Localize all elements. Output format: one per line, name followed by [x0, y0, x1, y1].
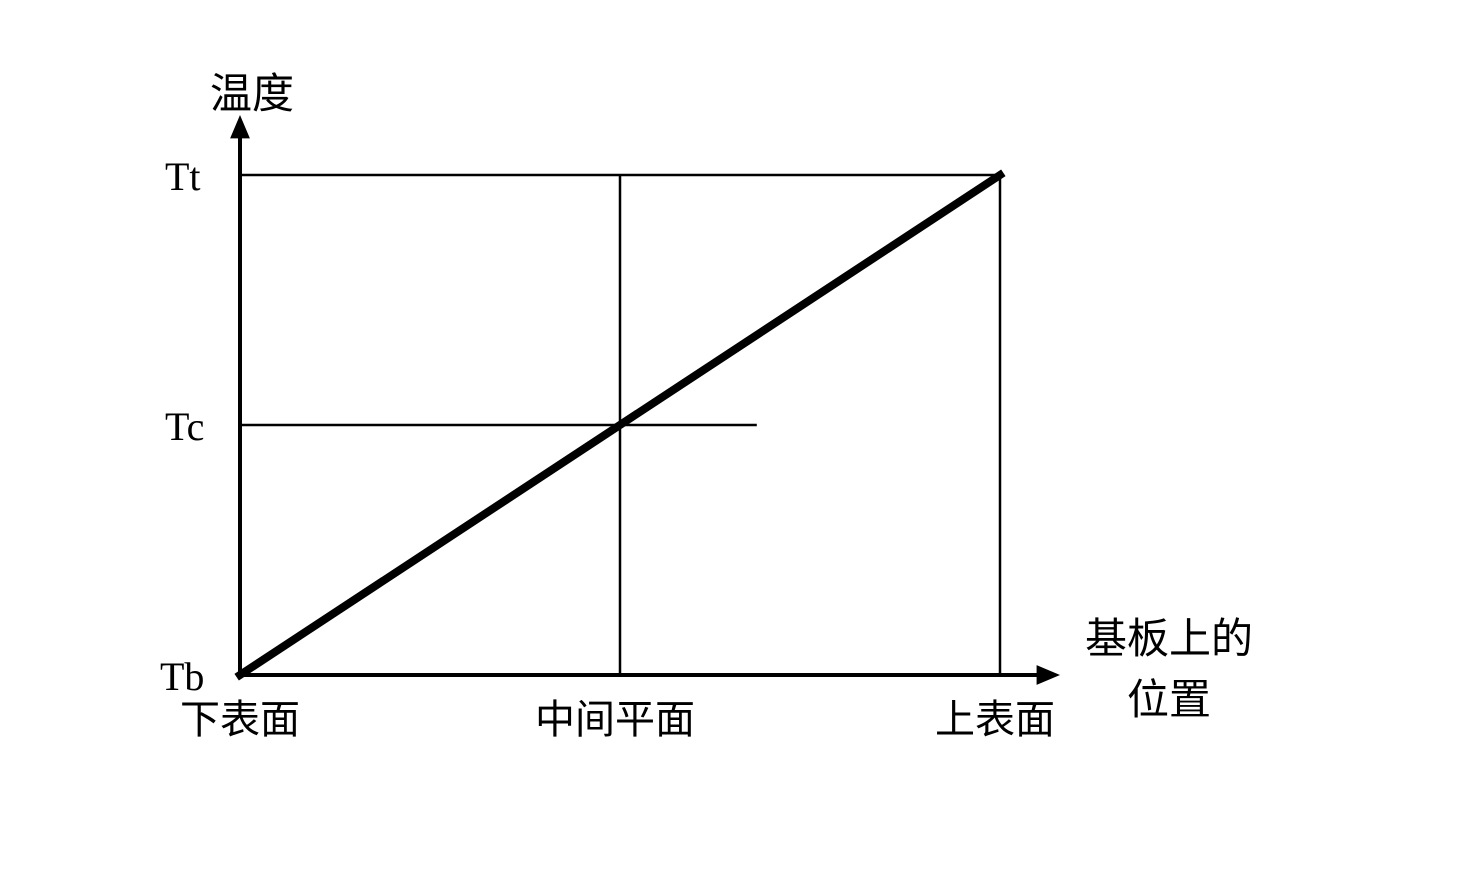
x-tick-bottom-surface: 下表面: [180, 687, 300, 745]
y-tick-tc: Tc: [165, 403, 204, 450]
y-axis-title: 温度: [210, 60, 294, 121]
x-tick-top-surface: 上表面: [935, 687, 1055, 745]
x-axis-title: 基板上的位置: [1085, 605, 1253, 727]
y-tick-tt: Tt: [165, 153, 201, 200]
x-tick-mid-plane: 中间平面: [535, 687, 695, 745]
chart-svg: [230, 105, 1070, 685]
temperature-position-chart: [230, 105, 1070, 690]
